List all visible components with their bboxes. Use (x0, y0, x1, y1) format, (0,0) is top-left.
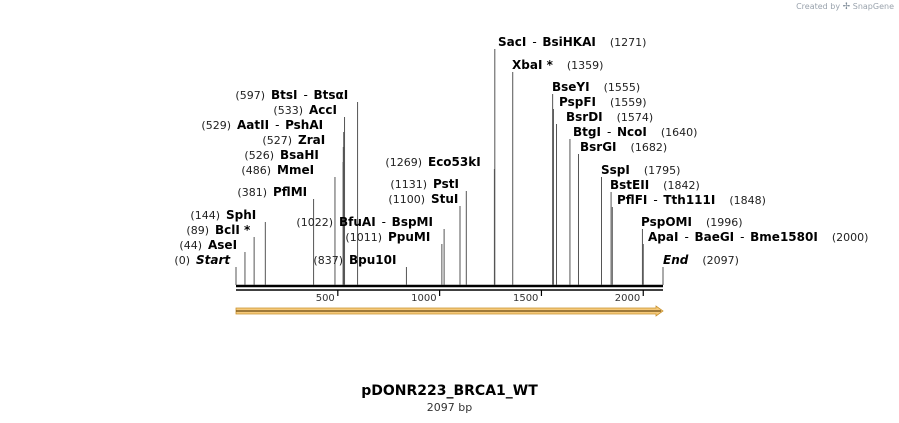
position-label-pflfi: (1848) (729, 194, 766, 207)
plasmid-length: 2097 bp (426, 401, 473, 414)
position-label-bsrdi: (1574) (617, 111, 654, 124)
enzyme-label-apai: ApaI (648, 230, 678, 244)
position-label-xbai: (1359) (567, 59, 604, 72)
separator-dash: - (304, 88, 308, 102)
enzyme-label-stui: StuI (431, 192, 458, 206)
enzyme-label-btsi-extra: BtsαI (314, 88, 349, 102)
position-label-eco53ki: (1269) (385, 156, 422, 169)
enzyme-label-bfuai: BfuAI (339, 215, 376, 229)
enzyme-label-sspi: SspI (601, 163, 630, 177)
enzyme-label-bcli: BclI * (215, 223, 251, 237)
position-label-zrai: (527) (262, 134, 292, 147)
enzyme-label-asei: AseI (208, 238, 237, 252)
position-label-bsteii: (1842) (663, 179, 700, 192)
position-label-bpu10i: (837) (313, 254, 343, 267)
enzyme-label-eco53ki: Eco53kI (428, 155, 481, 169)
enzyme-label-bsahi: BsaHI (280, 148, 319, 162)
separator-dash: - (740, 230, 744, 244)
separator-dash: - (653, 193, 657, 207)
position-label-pspomi: (1996) (706, 216, 743, 229)
position-label-btsi: (597) (235, 89, 265, 102)
separator-dash: - (532, 35, 536, 49)
enzyme-label-acci: AccI (309, 103, 337, 117)
axis-tick-label: 500 (316, 293, 335, 304)
enzyme-label-pspfi: PspFI (559, 95, 596, 109)
position-label-start: (0) (174, 254, 190, 267)
enzyme-label-bsrgi: BsrGI (580, 140, 617, 154)
position-label-bseyi: (1555) (604, 81, 641, 94)
position-label-asei: (44) (179, 239, 202, 252)
separator-dash: - (275, 118, 279, 132)
position-label-ppumi: (1011) (345, 231, 382, 244)
enzyme-label-pflfi-extra: Tth111I (663, 193, 715, 207)
position-label-bfuai: (1022) (296, 216, 333, 229)
position-label-end: (2097) (702, 254, 739, 267)
enzyme-label-start: Start (196, 253, 231, 267)
position-label-saci: (1271) (610, 36, 647, 49)
enzyme-label-bfuai-extra: BspMI (392, 215, 433, 229)
enzyme-label-btgi-extra: NcoI (617, 125, 647, 139)
enzyme-label-aatii: AatII (237, 118, 269, 132)
separator-dash: - (607, 125, 611, 139)
enzyme-label-pflmi: PflMI (273, 185, 307, 199)
watermark-prefix: Created by (796, 2, 841, 11)
position-label-sspi: (1795) (644, 164, 681, 177)
enzyme-label-psti: PstI (433, 177, 459, 191)
enzyme-label-saci-extra: BsiHKAI (542, 35, 596, 49)
position-label-apai: (2000) (832, 231, 869, 244)
position-label-bcli: (89) (186, 224, 209, 237)
position-label-bsrgi: (1682) (631, 141, 668, 154)
enzyme-label-sphi: SphI (226, 208, 256, 222)
enzyme-label-btsi: BtsI (271, 88, 298, 102)
separator-dash: - (382, 215, 386, 229)
snapgene-logo-icon: ✢ (842, 2, 851, 12)
enzyme-label-btgi: BtgI (573, 125, 601, 139)
position-label-sphi: (144) (190, 209, 220, 222)
enzyme-label-aatii-extra: PshAI (285, 118, 323, 132)
position-label-mmei: (486) (241, 164, 271, 177)
enzyme-label-pflfi: PflFI (617, 193, 647, 207)
plasmid-name: pDONR223_BRCA1_WT (361, 383, 538, 399)
enzyme-label-mmei: MmeI (277, 163, 314, 177)
enzyme-label-ppumi: PpuMI (388, 230, 430, 244)
enzyme-label-xbai: XbaI * (512, 58, 554, 72)
enzyme-label-zrai: ZraI (298, 133, 325, 147)
axis-tick-label: 1500 (513, 293, 538, 304)
position-label-btgi: (1640) (661, 126, 698, 139)
enzyme-label-end: End (663, 253, 689, 267)
enzyme-label-saci: SacI (498, 35, 526, 49)
enzyme-label-bsteii: BstEII (610, 178, 649, 192)
watermark-brand: SnapGene (852, 2, 894, 11)
separator-dash: - (684, 230, 688, 244)
position-label-bsahi: (526) (244, 149, 274, 162)
position-label-stui: (1100) (388, 193, 425, 206)
enzyme-label-pspomi: PspOMI (641, 215, 692, 229)
enzyme-label-bseyi: BseYI (552, 80, 590, 94)
position-label-aatii: (529) (201, 119, 231, 132)
enzyme-label-bpu10i: Bpu10I (349, 253, 396, 267)
enzyme-label-bsrdi: BsrDI (566, 110, 603, 124)
position-label-psti: (1131) (390, 178, 427, 191)
enzyme-label-apai-extra2: Bme1580I (750, 230, 818, 244)
enzyme-label-apai-extra: BaeGI (694, 230, 734, 244)
axis-tick-label: 2000 (615, 293, 640, 304)
position-label-pflmi: (381) (237, 186, 267, 199)
snapgene-watermark: Created by ✢ SnapGene (796, 2, 894, 12)
position-label-pspfi: (1559) (610, 96, 647, 109)
axis-tick-label: 1000 (411, 293, 436, 304)
position-label-acci: (533) (273, 104, 303, 117)
